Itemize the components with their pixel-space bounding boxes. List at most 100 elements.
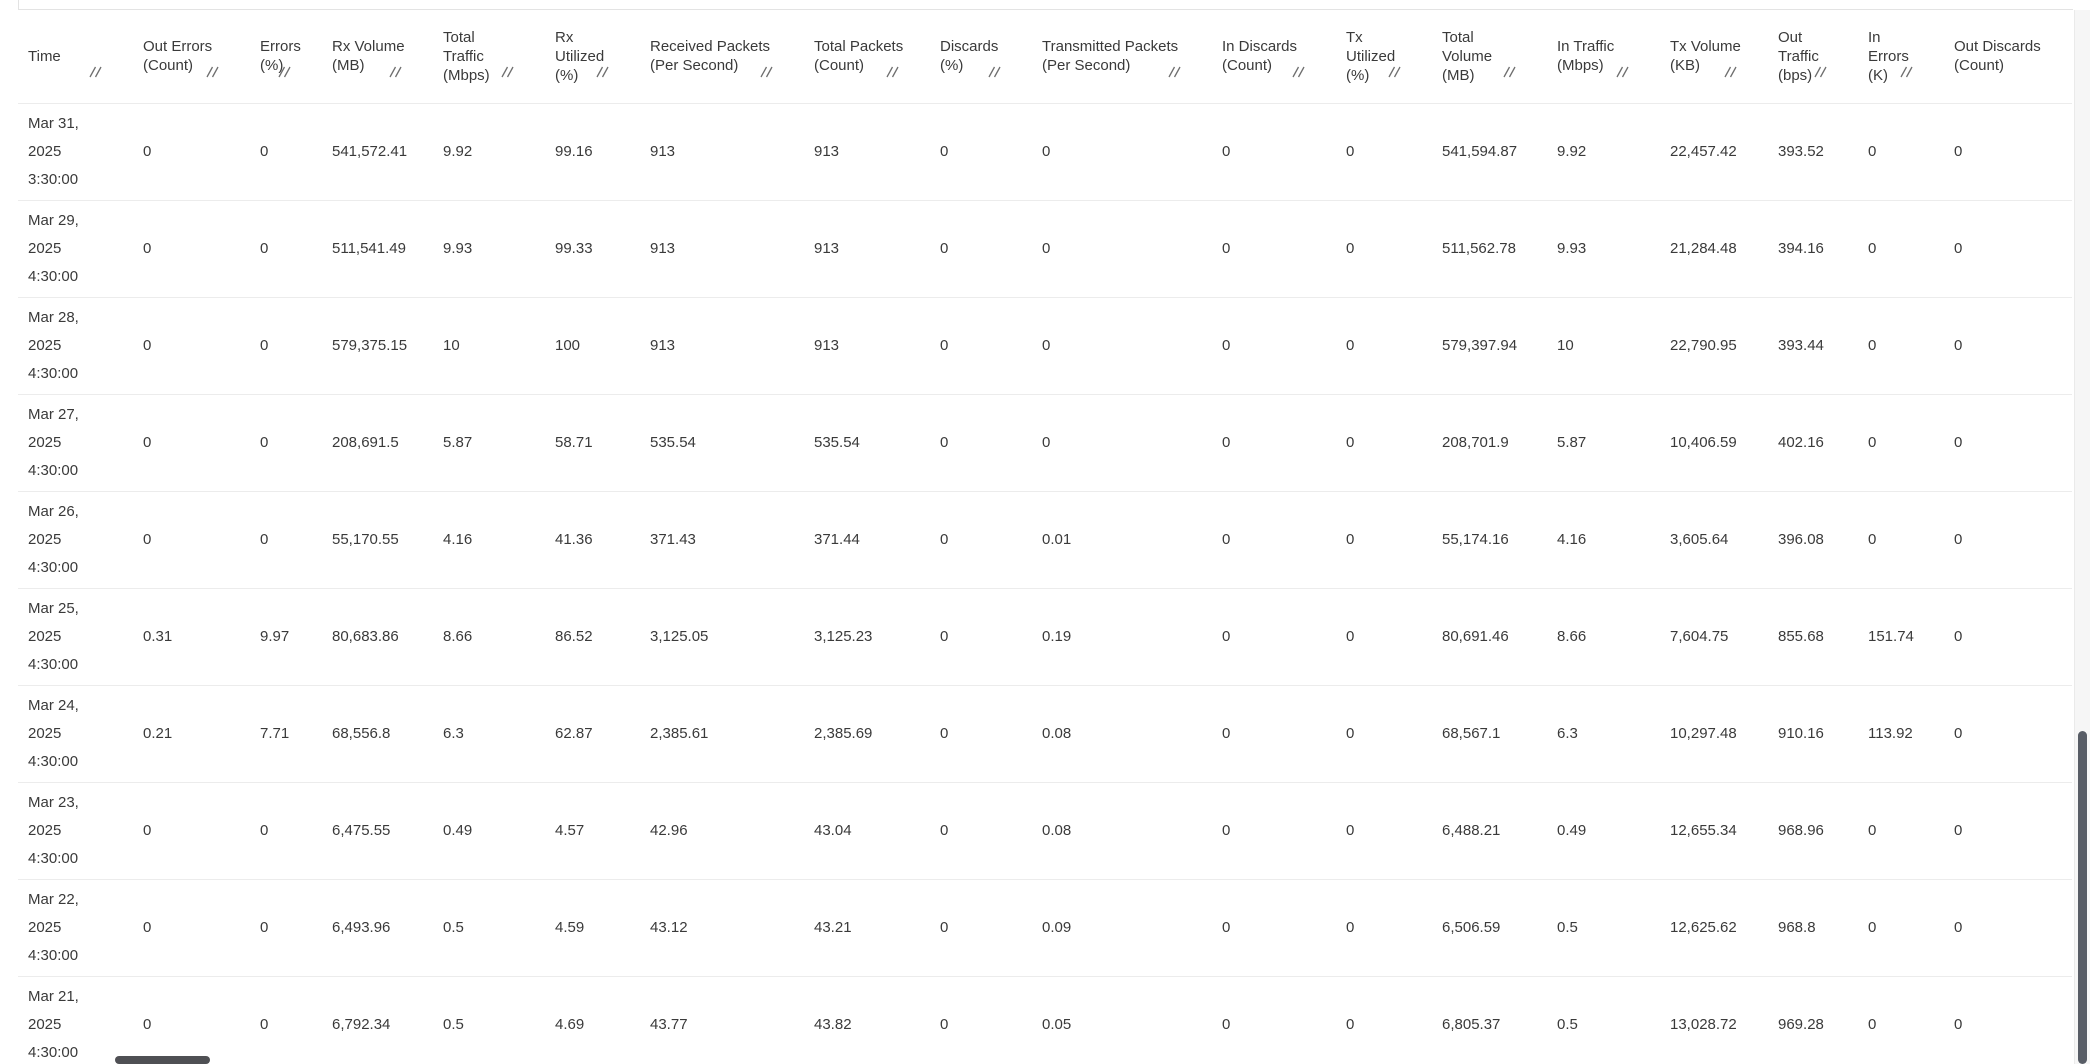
value-cell: 100 bbox=[545, 296, 640, 394]
column-header[interactable]: Tx Utilized (%) bbox=[1336, 10, 1432, 103]
value-cell: 913 bbox=[640, 296, 804, 394]
value-cell: 0 bbox=[1032, 393, 1212, 491]
column-resize-handle-icon[interactable] bbox=[87, 65, 103, 79]
value-cell: 151.74 bbox=[1858, 587, 1944, 685]
value-cell: 0 bbox=[930, 102, 1032, 200]
value-cell: 0 bbox=[1944, 975, 2072, 1064]
value-cell: 3,605.64 bbox=[1660, 490, 1768, 588]
column-header[interactable]: In Discards (Count) bbox=[1212, 10, 1336, 103]
column-header[interactable]: In Errors (K) bbox=[1858, 10, 1944, 103]
value-cell: 41.36 bbox=[545, 490, 640, 588]
table-row: Mar 24, 2025 4:30:00 0.21 7.71 68,556.8 6.3 6… bbox=[18, 684, 2072, 782]
value-cell: 0 bbox=[930, 490, 1032, 588]
vertical-scrollbar-thumb[interactable] bbox=[2078, 731, 2087, 1064]
column-header[interactable]: Tx Volume (KB) bbox=[1660, 10, 1768, 103]
column-header[interactable]: Transmitted Packets (Per Second) bbox=[1032, 10, 1212, 103]
column-resize-handle-icon[interactable] bbox=[1290, 65, 1306, 79]
value-cell: 0 bbox=[1336, 296, 1432, 394]
value-cell: 9.97 bbox=[250, 587, 322, 685]
column-header-label: Transmitted Packets (Per Second) bbox=[1042, 38, 1179, 75]
column-header[interactable]: Received Packets (Per Second) bbox=[640, 10, 804, 103]
value-cell: 0 bbox=[133, 393, 250, 491]
table-header-row: Time Out Errors (Count) Errors (%) Rx Volum… bbox=[18, 10, 2072, 103]
column-header[interactable]: Out Errors (Count) bbox=[133, 10, 250, 103]
value-cell: 0 bbox=[930, 393, 1032, 491]
column-resize-handle-icon[interactable] bbox=[1166, 65, 1182, 79]
column-header[interactable]: Total Volume (MB) bbox=[1432, 10, 1547, 103]
value-cell: 80,683.86 bbox=[322, 587, 433, 685]
interface-metrics-table: Time Out Errors (Count) Errors (%) Rx Volum… bbox=[18, 10, 2072, 1064]
column-resize-handle-icon[interactable] bbox=[1898, 65, 1914, 79]
value-cell: 968.96 bbox=[1768, 781, 1858, 879]
value-cell: 0 bbox=[250, 878, 322, 976]
value-cell: 208,701.9 bbox=[1432, 393, 1547, 491]
column-header[interactable]: Rx Volume (MB) bbox=[322, 10, 433, 103]
value-cell: 969.28 bbox=[1768, 975, 1858, 1064]
value-cell: 0 bbox=[1212, 102, 1336, 200]
column-resize-handle-icon[interactable] bbox=[1614, 65, 1630, 79]
column-resize-handle-icon[interactable] bbox=[758, 65, 774, 79]
value-cell: 0.08 bbox=[1032, 781, 1212, 879]
column-resize-handle-icon[interactable] bbox=[594, 65, 610, 79]
value-cell: 10 bbox=[1547, 296, 1660, 394]
value-cell: 511,541.49 bbox=[322, 199, 433, 297]
column-header[interactable]: Out Traffic (bps) bbox=[1768, 10, 1858, 103]
column-header[interactable]: In Traffic (Mbps) bbox=[1547, 10, 1660, 103]
value-cell: 0 bbox=[1858, 296, 1944, 394]
value-cell: 0 bbox=[1944, 684, 2072, 782]
column-resize-handle-icon[interactable] bbox=[1501, 65, 1517, 79]
value-cell: 0 bbox=[930, 975, 1032, 1064]
column-resize-handle-icon[interactable] bbox=[387, 65, 403, 79]
table-body: Mar 31, 2025 3:30:00 0 0 541,572.41 9.92 99.1… bbox=[18, 102, 2072, 1064]
column-header[interactable]: Time bbox=[18, 10, 133, 103]
value-cell: 43.12 bbox=[640, 878, 804, 976]
value-cell: 6.3 bbox=[433, 684, 545, 782]
column-resize-handle-icon[interactable] bbox=[499, 65, 515, 79]
value-cell: 0 bbox=[1944, 878, 2072, 976]
value-cell: 7.71 bbox=[250, 684, 322, 782]
column-header[interactable]: Out Discards (Count) bbox=[1944, 10, 2072, 103]
value-cell: 0 bbox=[930, 296, 1032, 394]
value-cell: 0 bbox=[1336, 781, 1432, 879]
value-cell: 535.54 bbox=[804, 393, 930, 491]
column-header[interactable]: Total Packets (Count) bbox=[804, 10, 930, 103]
value-cell: 0.08 bbox=[1032, 684, 1212, 782]
value-cell: 2,385.69 bbox=[804, 684, 930, 782]
horizontal-scrollbar-thumb[interactable] bbox=[115, 1056, 210, 1064]
value-cell: 43.04 bbox=[804, 781, 930, 879]
value-cell: 579,375.15 bbox=[322, 296, 433, 394]
column-resize-handle-icon[interactable] bbox=[884, 65, 900, 79]
value-cell: 6,506.59 bbox=[1432, 878, 1547, 976]
value-cell: 0.5 bbox=[433, 975, 545, 1064]
column-header-label: Discards (%) bbox=[940, 38, 999, 75]
column-header[interactable]: Rx Utilized (%) bbox=[545, 10, 640, 103]
value-cell: 0.01 bbox=[1032, 490, 1212, 588]
value-cell: 0 bbox=[1858, 490, 1944, 588]
time-cell: Mar 26, 2025 4:30:00 bbox=[18, 490, 133, 588]
column-header[interactable]: Discards (%) bbox=[930, 10, 1032, 103]
column-header[interactable]: Errors (%) bbox=[250, 10, 322, 103]
value-cell: 42.96 bbox=[640, 781, 804, 879]
column-header-label: Tx Volume (KB) bbox=[1670, 38, 1741, 75]
value-cell: 62.87 bbox=[545, 684, 640, 782]
value-cell: 579,397.94 bbox=[1432, 296, 1547, 394]
time-cell: Mar 28, 2025 4:30:00 bbox=[18, 296, 133, 394]
column-resize-handle-icon[interactable] bbox=[1812, 65, 1828, 79]
vertical-scrollbar[interactable] bbox=[2074, 10, 2090, 1064]
value-cell: 0 bbox=[133, 102, 250, 200]
column-resize-handle-icon[interactable] bbox=[276, 65, 292, 79]
value-cell: 0 bbox=[250, 199, 322, 297]
column-resize-handle-icon[interactable] bbox=[204, 65, 220, 79]
time-cell: Mar 25, 2025 4:30:00 bbox=[18, 587, 133, 685]
column-resize-handle-icon[interactable] bbox=[986, 65, 1002, 79]
column-resize-handle-icon[interactable] bbox=[1722, 65, 1738, 79]
value-cell: 80,691.46 bbox=[1432, 587, 1547, 685]
time-cell: Mar 21, 2025 4:30:00 bbox=[18, 975, 133, 1064]
column-header[interactable]: Total Traffic (Mbps) bbox=[433, 10, 545, 103]
value-cell: 6.3 bbox=[1547, 684, 1660, 782]
value-cell: 86.52 bbox=[545, 587, 640, 685]
column-resize-handle-icon[interactable] bbox=[1386, 65, 1402, 79]
value-cell: 0 bbox=[1212, 393, 1336, 491]
value-cell: 0 bbox=[1336, 102, 1432, 200]
value-cell: 6,792.34 bbox=[322, 975, 433, 1064]
